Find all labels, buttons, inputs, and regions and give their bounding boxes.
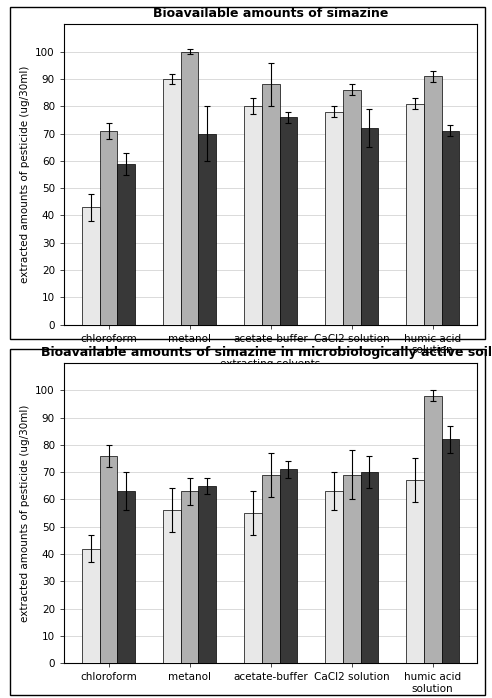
Bar — [361, 472, 378, 663]
Bar — [279, 469, 297, 663]
Bar — [244, 106, 262, 325]
Bar — [99, 456, 118, 663]
Bar — [424, 396, 442, 663]
Y-axis label: extracted amounts of pesticide (ug/30ml): extracted amounts of pesticide (ug/30ml) — [20, 66, 30, 283]
Bar — [442, 439, 460, 663]
X-axis label: extracting solvents: extracting solvents — [220, 359, 321, 369]
Bar — [99, 131, 118, 325]
Bar — [118, 491, 135, 663]
Bar — [163, 510, 181, 663]
Bar — [343, 90, 361, 325]
Bar — [262, 84, 279, 325]
Bar — [343, 475, 361, 663]
Bar — [406, 480, 424, 663]
Bar — [181, 491, 198, 663]
Bar — [163, 79, 181, 325]
Bar — [361, 128, 378, 325]
Bar — [181, 52, 198, 325]
Bar — [82, 549, 99, 663]
Legend: Brown forest soil, Alluvial soil, Sandy soil: Brown forest soil, Alluvial soil, Sandy … — [139, 427, 402, 445]
Bar — [325, 491, 343, 663]
Bar — [279, 117, 297, 325]
Bar — [198, 486, 216, 663]
Title: Bioavailable amounts of simazine: Bioavailable amounts of simazine — [153, 8, 388, 20]
Bar — [244, 513, 262, 663]
Bar — [262, 475, 279, 663]
Bar — [325, 112, 343, 325]
Bar — [118, 163, 135, 325]
Y-axis label: extracted amounts of pesticide (ug/30ml): extracted amounts of pesticide (ug/30ml) — [20, 404, 30, 622]
Bar — [442, 131, 460, 325]
Bar — [406, 103, 424, 325]
Bar — [82, 207, 99, 325]
Bar — [198, 133, 216, 325]
Bar — [424, 76, 442, 325]
Title: Bioavailable amounts of simazine in microbiologically active soils: Bioavailable amounts of simazine in micr… — [41, 346, 492, 359]
